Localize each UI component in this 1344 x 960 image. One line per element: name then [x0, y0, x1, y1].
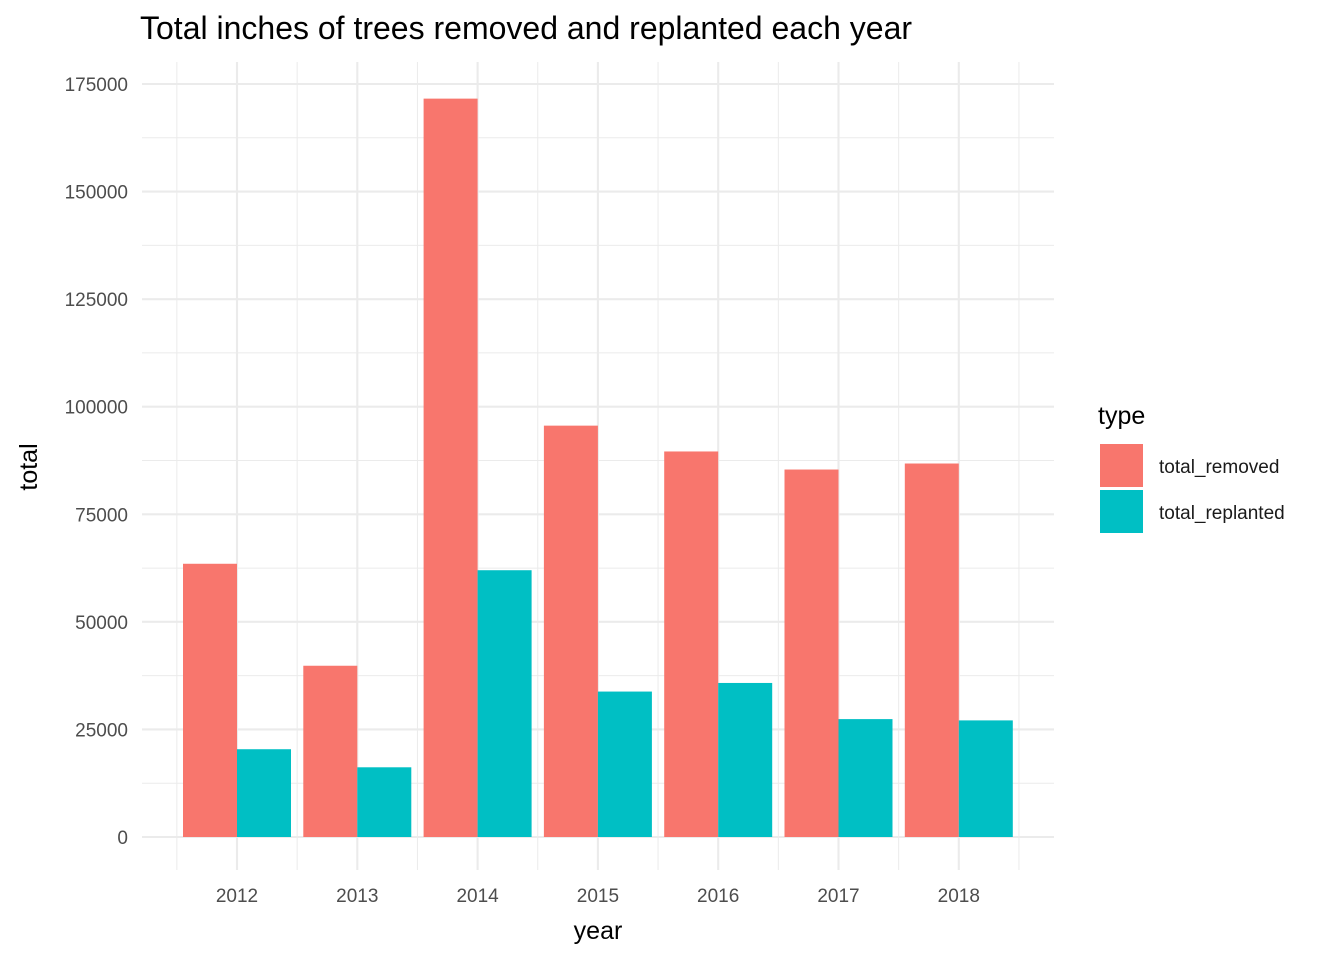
bar-total_removed-2013 — [303, 665, 358, 837]
x-tick-label: 2013 — [336, 886, 378, 907]
bar-total_removed-2016 — [664, 451, 719, 837]
legend-label-total_removed: total_removed — [1159, 457, 1279, 478]
y-tick-label: 0 — [117, 828, 128, 849]
x-tick-label: 2014 — [456, 886, 499, 907]
y-axis-title: total — [15, 443, 43, 490]
y-tick-label: 25000 — [75, 720, 128, 741]
bar-total_replanted-2015 — [597, 691, 652, 837]
x-tick-label: 2017 — [817, 886, 859, 907]
bar-total_replanted-2017 — [838, 719, 893, 837]
bar-total_replanted-2013 — [357, 767, 412, 837]
y-tick-label: 100000 — [65, 398, 128, 419]
legend: type total_removed total_replanted — [1098, 402, 1285, 533]
bar-total_replanted-2012 — [237, 749, 291, 837]
bars — [183, 98, 1013, 838]
x-tick-label: 2018 — [938, 886, 980, 907]
legend-swatch-total_removed — [1100, 444, 1143, 487]
bar-total_removed-2018 — [904, 463, 959, 837]
y-tick-label: 150000 — [65, 183, 128, 204]
bar-total_removed-2012 — [183, 563, 237, 837]
y-tick-label: 125000 — [65, 290, 128, 311]
y-tick-label: 75000 — [75, 505, 128, 526]
bar-total_removed-2014 — [423, 98, 478, 838]
chart-title: Total inches of trees removed and replan… — [140, 10, 912, 46]
bar-total_replanted-2018 — [958, 720, 1013, 837]
x-tick-label: 2015 — [577, 886, 619, 907]
bar-total_replanted-2014 — [477, 570, 532, 837]
y-axis-ticks: 0 25000 50000 75000 100000 125000 150000 175000 — [65, 75, 128, 849]
x-axis-ticks: 2012 2013 2014 2015 2016 2017 2018 — [216, 886, 980, 907]
x-tick-label: 2012 — [216, 886, 258, 907]
bar-total_replanted-2016 — [718, 682, 773, 837]
bar-total_removed-2015 — [543, 425, 598, 837]
bar-total_removed-2017 — [784, 469, 839, 837]
x-tick-label: 2016 — [697, 886, 739, 907]
legend-label-total_replanted: total_replanted — [1159, 503, 1285, 524]
x-axis-title: year — [574, 917, 623, 945]
legend-title: type — [1098, 402, 1145, 430]
y-tick-label: 175000 — [65, 75, 128, 96]
legend-swatch-total_replanted — [1100, 490, 1143, 533]
y-tick-label: 50000 — [75, 613, 128, 634]
